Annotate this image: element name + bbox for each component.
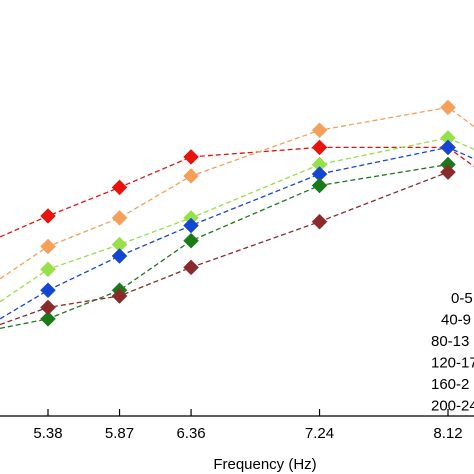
- data-point-diamond: [183, 232, 199, 249]
- data-point-diamond: [183, 168, 199, 184]
- data-point-diamond: [183, 149, 199, 165]
- series-line: [0, 137, 474, 303]
- series-0-5: [0, 139, 474, 238]
- data-point-diamond: [111, 210, 128, 226]
- series-200-24: [0, 164, 456, 326]
- x-axis-ticks: 5.38 5.87 6.36 7.24 8.12: [33, 409, 463, 442]
- data-point-diamond: [40, 299, 56, 316]
- data-point-diamond: [40, 208, 56, 224]
- data-point-diamond: [183, 259, 199, 276]
- x-tick-label: 5.38: [33, 425, 62, 442]
- x-axis-title: Frequency (Hz): [213, 456, 316, 473]
- data-point-diamond: [311, 139, 328, 156]
- legend-label: 80-13: [431, 333, 469, 350]
- data-point-diamond: [311, 122, 328, 139]
- legend-label: 0-5: [451, 290, 473, 307]
- data-point-diamond: [40, 238, 56, 255]
- series-120-17: [0, 139, 474, 320]
- series-layer: [0, 99, 474, 330]
- series-line: [0, 171, 449, 326]
- data-point-diamond: [311, 213, 328, 230]
- data-point-diamond: [40, 261, 56, 278]
- series-80-13: [0, 130, 474, 303]
- x-tick-label: 7.24: [305, 425, 334, 442]
- legend-label: 200-24: [431, 398, 474, 415]
- series-160-2: [0, 156, 456, 330]
- series-line: [0, 163, 449, 330]
- x-tick-label: 6.36: [176, 425, 205, 442]
- series-40-9: [0, 99, 474, 280]
- x-tick-label: 8.12: [433, 425, 462, 442]
- data-point-diamond: [111, 248, 128, 264]
- series-line: [0, 146, 474, 320]
- data-point-diamond: [440, 164, 456, 181]
- series-line: [0, 106, 474, 280]
- legend-label: 160-2: [431, 376, 469, 393]
- legend: 0-5 40-9 80-13 120-17 160-2 200-24: [431, 290, 474, 415]
- legend-label: 40-9: [441, 312, 471, 329]
- data-point-diamond: [40, 282, 56, 299]
- legend-label: 120-17: [431, 355, 474, 372]
- data-point-diamond: [111, 288, 128, 304]
- x-tick-label: 5.87: [105, 425, 134, 442]
- data-point-diamond: [311, 177, 328, 194]
- data-point-diamond: [40, 310, 56, 327]
- data-point-diamond: [440, 139, 456, 156]
- data-point-diamond: [111, 179, 128, 196]
- series-line: [0, 146, 474, 238]
- data-point-diamond: [440, 99, 456, 116]
